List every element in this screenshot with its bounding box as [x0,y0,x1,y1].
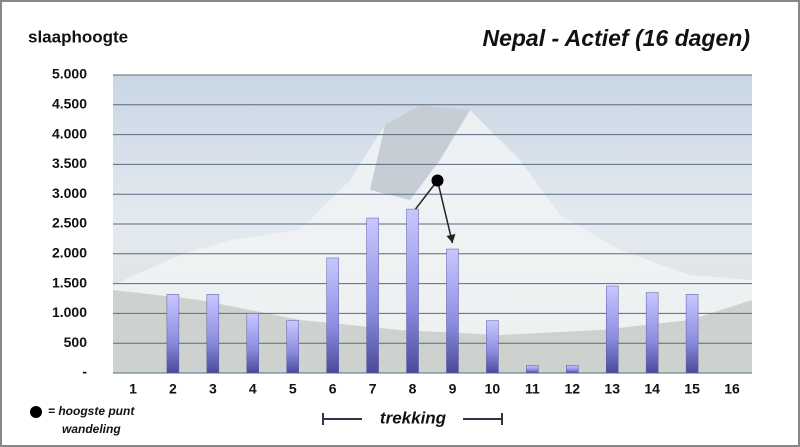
bar [366,217,379,374]
plot: - 500 1.000 1.500 2.000 2.500 3.000 3.500 4.000 4… [52,66,752,397]
x-tick-label: 3 [209,381,217,397]
x-tick-label: 13 [604,381,620,397]
bar [645,292,659,374]
y-tick-label: 2.500 [52,215,87,231]
x-tick-label: 8 [409,381,417,397]
y-tick-label: 4.500 [52,96,87,112]
arrow [436,180,454,244]
x-tick-label: 15 [684,381,700,397]
x-tick-label: 10 [485,381,501,397]
y-tick-label: 5.000 [52,66,87,82]
x-tick-label: 2 [169,381,177,397]
legend-dot [30,406,42,418]
y-tick-label: 3.500 [52,155,87,171]
x-tick-label: 16 [724,381,740,397]
chart-title: Nepal - Actief (16 dagen) [482,25,750,51]
bar [526,365,539,374]
y-tick-label: 4.000 [52,125,87,141]
y-tick-label: 2.000 [52,245,87,261]
x-tick-label: 6 [329,381,337,397]
range-bracket [322,413,503,425]
x-tick-label: 7 [369,381,377,397]
arrow-head [446,234,456,244]
x-tick-label: 11 [525,381,540,397]
arrow [414,180,439,210]
bar [446,248,459,374]
range-label: trekking [380,408,447,427]
y-tick-label: 3.000 [52,185,87,201]
mountain-shade [370,105,470,200]
highest-point [431,174,444,187]
bar [326,257,339,374]
y-tick-label: - [82,364,87,380]
bar [685,294,699,374]
x-tick-label: 9 [449,381,457,397]
y-tick-label: 1.500 [52,274,87,290]
bar [486,320,499,374]
x-tick-label: 12 [564,381,580,397]
bar [166,294,180,374]
x-tick-label: 5 [289,381,297,397]
foreground [113,290,752,373]
x-tick-label: 1 [129,381,137,397]
bar [406,208,419,374]
x-tick-label: 14 [644,381,660,397]
bar [246,313,260,374]
mountain [113,105,752,373]
bar [605,285,619,374]
legend-text: wandeling [62,422,121,436]
x-tick-label: 4 [249,381,257,397]
legend-text: = hoogste punt [48,404,135,418]
y-tick-label: 500 [64,334,88,350]
bar [566,365,579,374]
y-tick-label: 1.000 [52,304,87,320]
y-axis-label: slaaphoogte [28,27,128,46]
bar [286,320,299,374]
bar [206,294,220,374]
